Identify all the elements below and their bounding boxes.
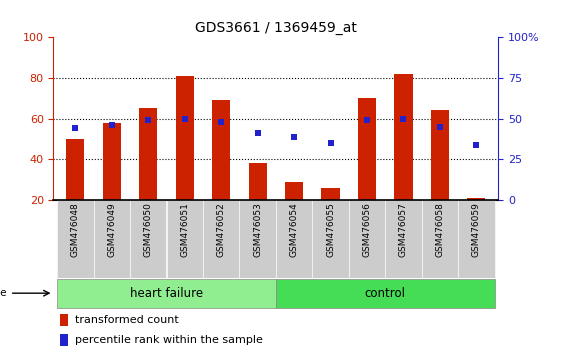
Bar — [422, 200, 458, 278]
Bar — [102, 123, 121, 200]
Text: GSM476050: GSM476050 — [144, 202, 153, 257]
Bar — [60, 314, 69, 326]
Text: GSM476057: GSM476057 — [399, 202, 408, 257]
Bar — [203, 200, 239, 278]
Text: GSM476056: GSM476056 — [363, 202, 372, 257]
Text: heart failure: heart failure — [130, 287, 203, 300]
Text: control: control — [365, 287, 406, 300]
Bar — [349, 200, 385, 278]
Text: GSM476048: GSM476048 — [71, 202, 80, 257]
Bar — [458, 200, 494, 278]
Bar — [66, 139, 84, 200]
Bar — [385, 200, 422, 278]
Bar — [321, 188, 339, 200]
Text: GSM476053: GSM476053 — [253, 202, 262, 257]
Text: GSM476054: GSM476054 — [289, 202, 298, 257]
Bar — [93, 200, 130, 278]
Text: percentile rank within the sample: percentile rank within the sample — [75, 335, 262, 345]
Text: GSM476058: GSM476058 — [435, 202, 444, 257]
Bar — [57, 200, 93, 278]
Bar — [60, 334, 69, 346]
Title: GDS3661 / 1369459_at: GDS3661 / 1369459_at — [195, 21, 357, 35]
Text: transformed count: transformed count — [75, 315, 178, 325]
Bar — [130, 200, 167, 278]
Text: GSM476052: GSM476052 — [217, 202, 226, 257]
Text: GSM476055: GSM476055 — [326, 202, 335, 257]
Bar — [394, 74, 413, 200]
Bar — [358, 98, 376, 200]
Bar — [212, 100, 230, 200]
Bar — [167, 200, 203, 278]
Bar — [57, 280, 276, 308]
Text: GSM476049: GSM476049 — [108, 202, 117, 257]
Bar — [176, 76, 194, 200]
Bar — [248, 163, 267, 200]
Bar — [467, 198, 485, 200]
Bar — [276, 200, 312, 278]
Bar — [285, 182, 303, 200]
Text: GSM476059: GSM476059 — [472, 202, 481, 257]
Bar — [312, 200, 348, 278]
Bar — [431, 110, 449, 200]
Bar — [276, 280, 495, 308]
Bar — [139, 108, 158, 200]
Text: disease state: disease state — [0, 288, 6, 298]
Text: GSM476051: GSM476051 — [180, 202, 189, 257]
Bar — [239, 200, 276, 278]
